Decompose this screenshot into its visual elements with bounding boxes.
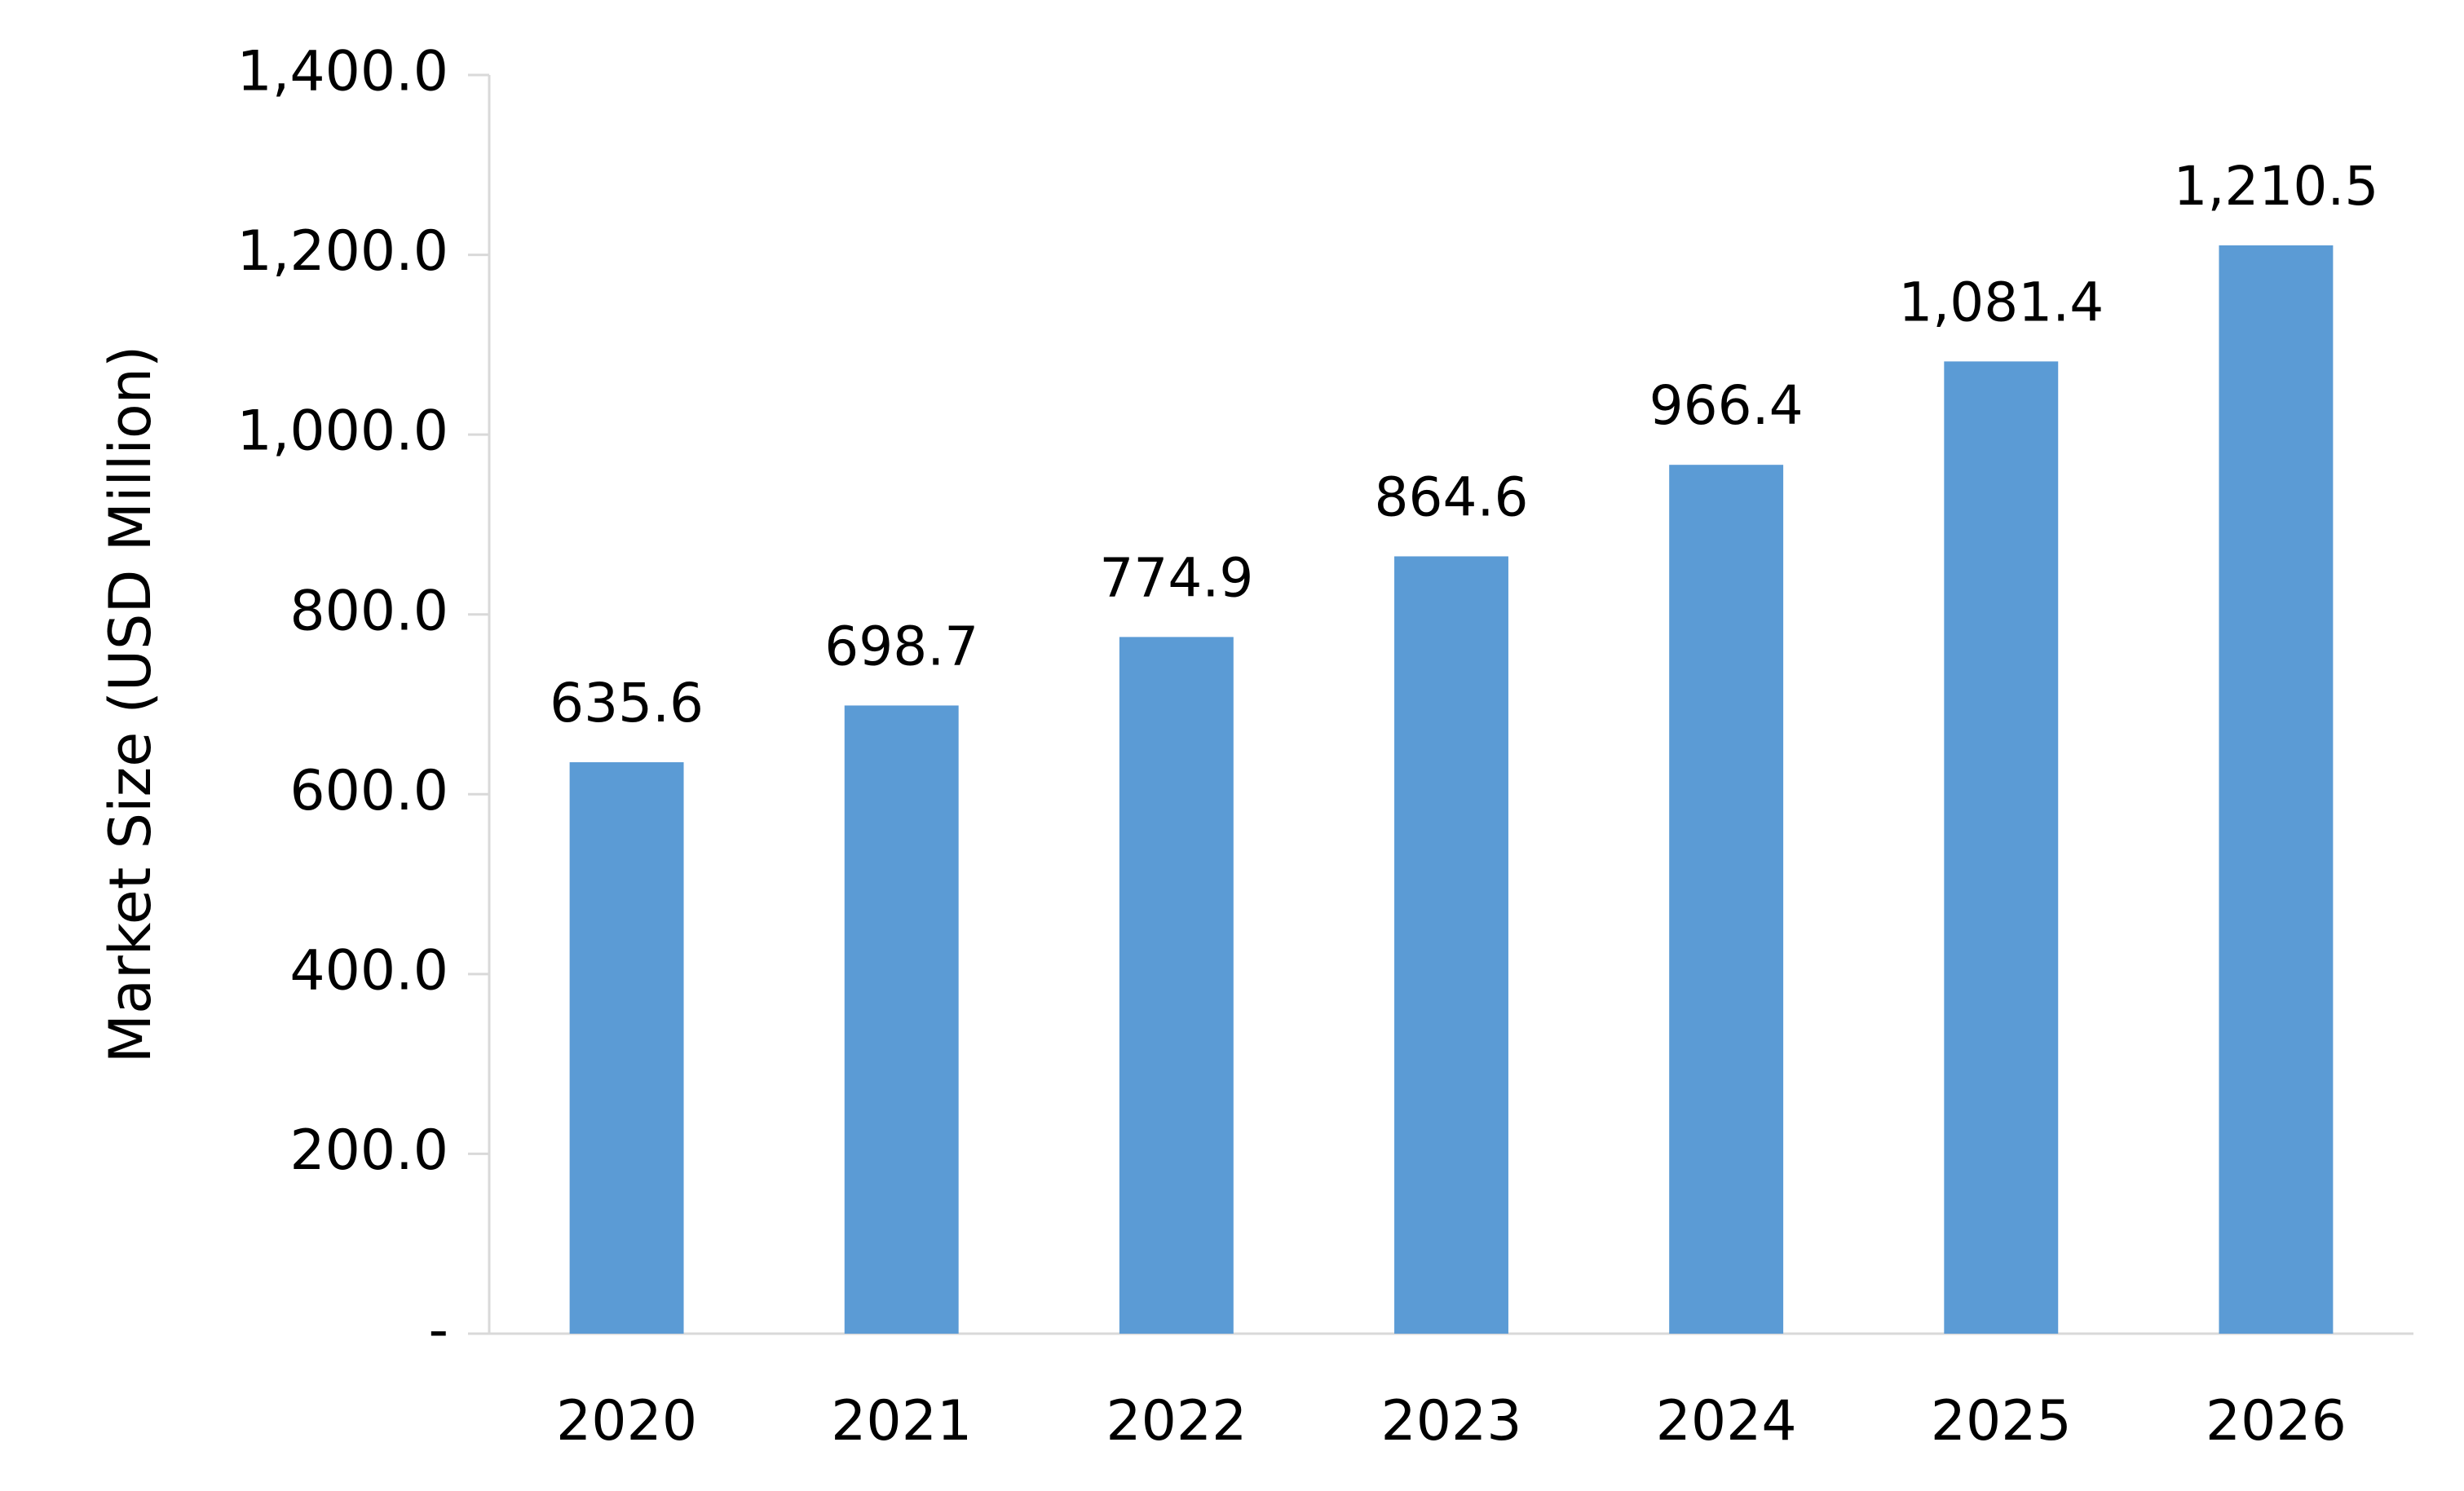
- bar-2025: [1944, 361, 2059, 1334]
- data-label-2025: 1,081.4: [1898, 271, 2104, 333]
- bar-2020: [569, 762, 684, 1334]
- y-tick-label: 600.0: [289, 759, 448, 823]
- y-tick-label: -: [428, 1299, 448, 1363]
- x-ticks: 2020 2021 2022 2023 2024 2025 2026: [556, 1389, 2347, 1454]
- data-label-2023: 864.6: [1375, 465, 1529, 528]
- y-tick-label: 1,400.0: [236, 40, 448, 104]
- bars: [569, 245, 2334, 1334]
- y-tick-label: 1,200.0: [236, 219, 448, 284]
- data-label-2022: 774.9: [1099, 546, 1253, 609]
- bar-2021: [844, 705, 959, 1334]
- x-tick-label-2020: 2020: [556, 1389, 697, 1454]
- data-labels: 635.6 698.7 774.9 864.6 966.4 1,081.4 1,210.5: [550, 155, 2378, 734]
- x-tick-label-2026: 2026: [2206, 1389, 2347, 1454]
- data-label-2020: 635.6: [550, 672, 704, 734]
- data-label-2024: 966.4: [1649, 374, 1804, 437]
- y-tick-label: 800.0: [289, 579, 448, 643]
- x-tick-label-2023: 2023: [1380, 1389, 1521, 1454]
- data-label-2026: 1,210.5: [2173, 155, 2378, 218]
- bar-2026: [2219, 245, 2334, 1334]
- data-label-2021: 698.7: [824, 615, 978, 677]
- x-tick-label-2022: 2022: [1106, 1389, 1247, 1454]
- bar-2023: [1394, 556, 1508, 1334]
- y-axis-title: Market Size (USD Million): [97, 346, 164, 1064]
- bar-2022: [1119, 637, 1234, 1334]
- x-tick-label-2024: 2024: [1656, 1389, 1797, 1454]
- y-tick-label: 200.0: [289, 1118, 448, 1183]
- bar-2024: [1669, 465, 1784, 1334]
- x-tick-label-2021: 2021: [831, 1389, 972, 1454]
- y-tick-label: 400.0: [289, 938, 448, 1003]
- y-ticks: - 200.0 400.0 600.0 800.0 1,000.0 1,200.0 1,400…: [236, 40, 489, 1363]
- x-tick-label-2025: 2025: [1931, 1389, 2072, 1454]
- y-tick-label: 1,000.0: [236, 399, 448, 464]
